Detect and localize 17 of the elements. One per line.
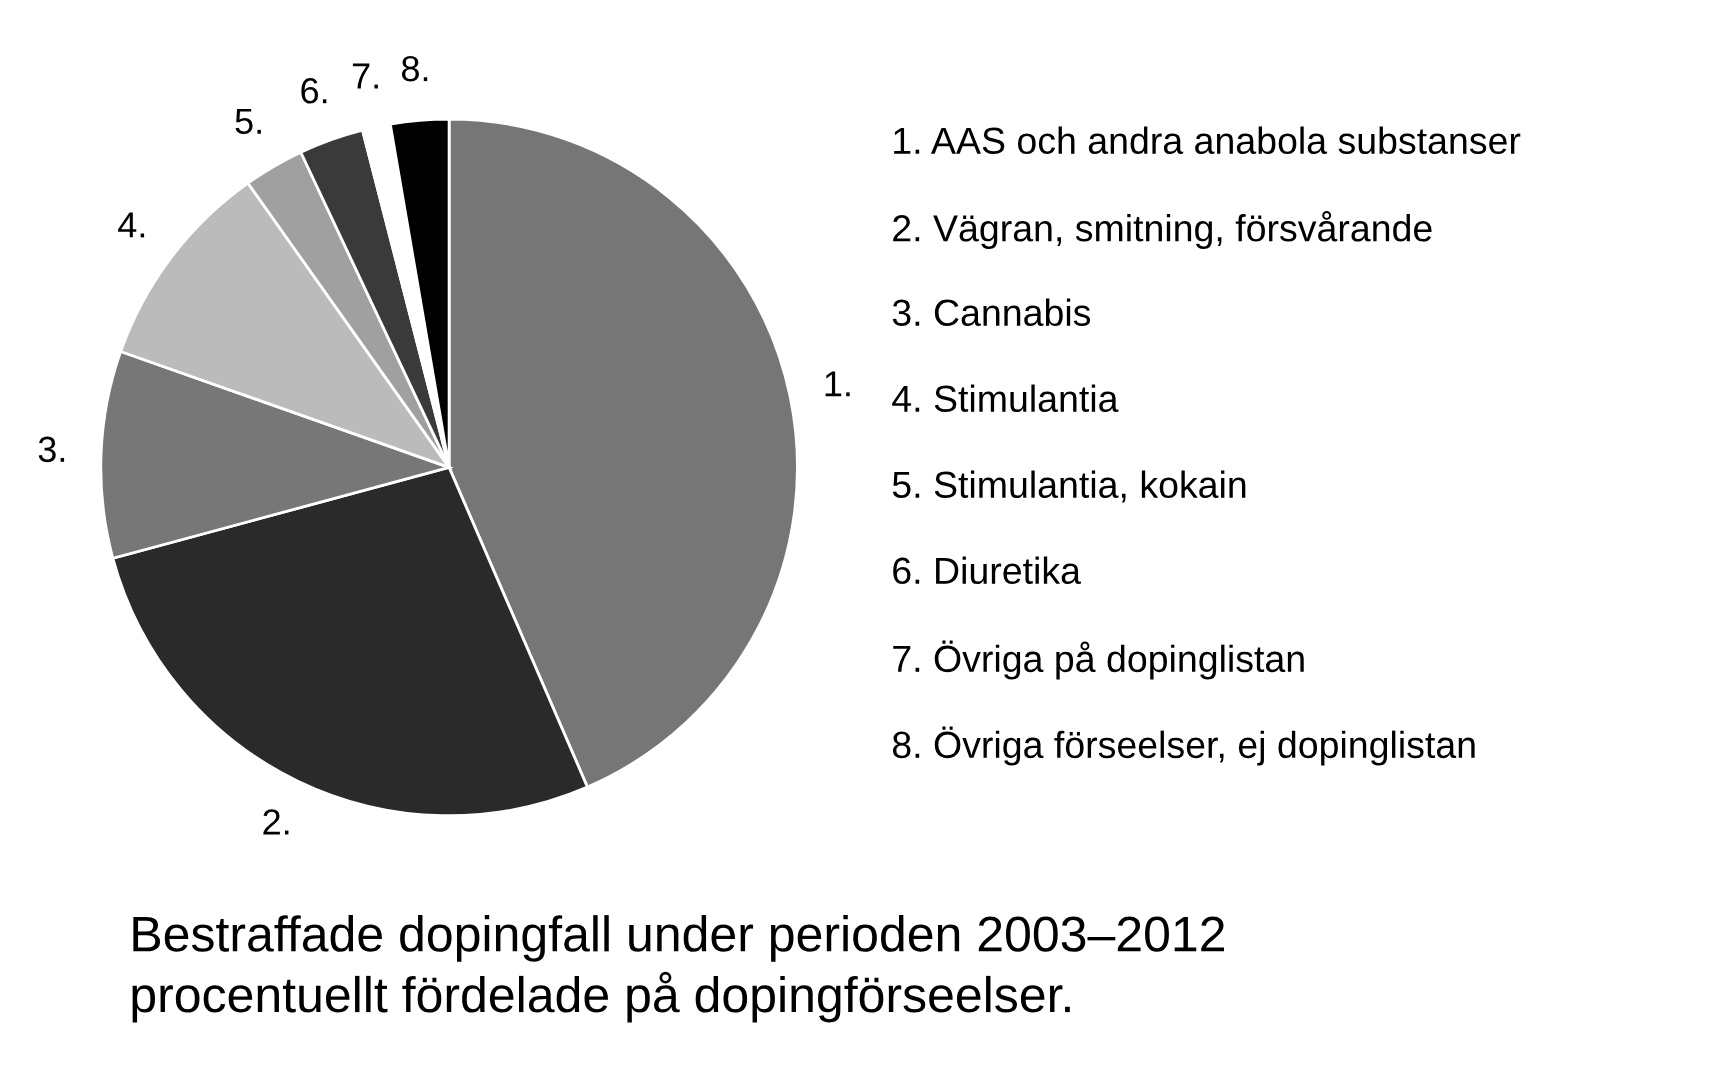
slice-label: 2. bbox=[263, 809, 289, 835]
text: 8. Övriga förseelser, ej dopinglistan bbox=[892, 726, 1475, 766]
text: 2. Vägran, smitning, försvårande bbox=[893, 211, 1432, 249]
text: 1. AAS och andra anabola substanser bbox=[894, 126, 1521, 155]
slice-label: 5. bbox=[235, 108, 261, 135]
slice-label: 4. bbox=[118, 212, 145, 238]
text: Bestraffade dopingfall under perioden 2003–2012 procentuellt fördelade på dopingförseelser. bbox=[132, 915, 1225, 1023]
slice-label: 8. bbox=[401, 55, 428, 82]
slice-label: 1. bbox=[825, 371, 850, 397]
text: 3. Cannabis bbox=[892, 298, 1091, 327]
slice-label: 6. bbox=[301, 77, 327, 104]
text: 5. Stimulantia, kokain bbox=[892, 470, 1246, 503]
text: 4. Stimulantia bbox=[892, 384, 1119, 413]
text: 6. Diuretika bbox=[893, 556, 1081, 585]
slice-label: 3. bbox=[38, 436, 65, 463]
text: 7. Övriga på dopinglistan bbox=[893, 640, 1304, 680]
slice-label: 7. bbox=[352, 63, 378, 89]
